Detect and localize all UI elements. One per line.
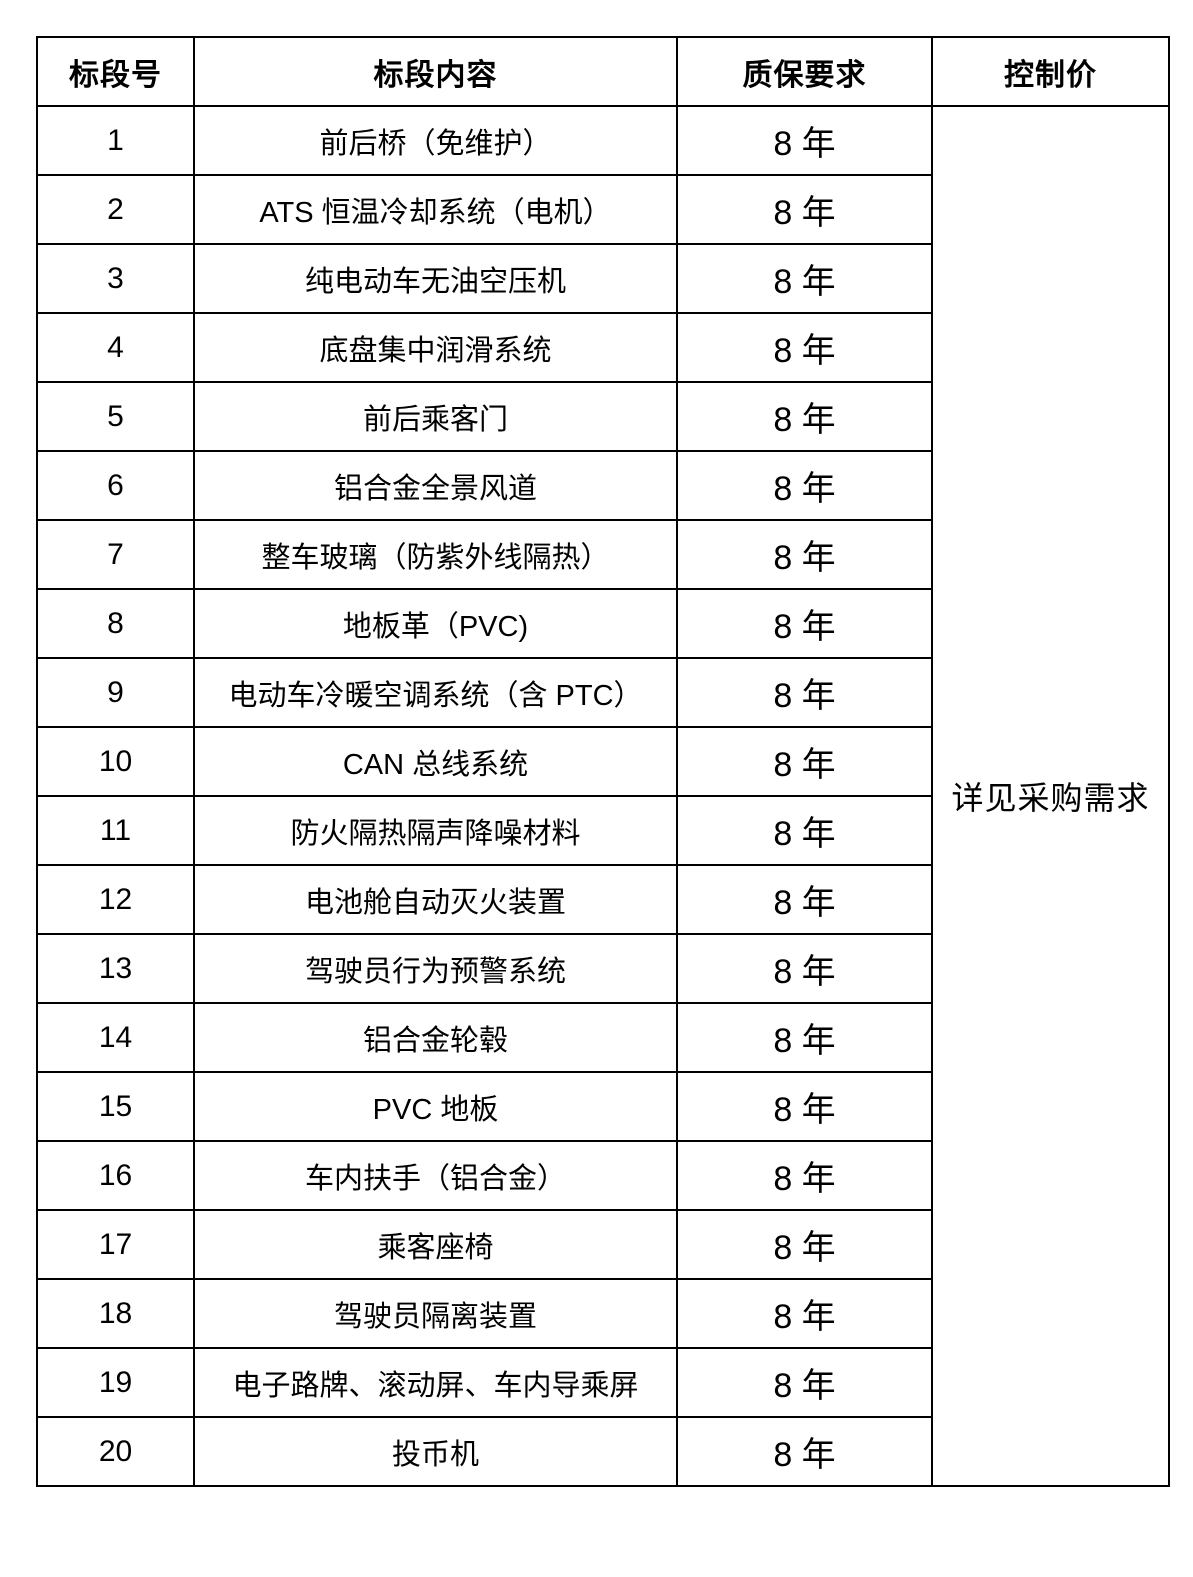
warranty-cell: 8 年 [676,243,933,314]
section-number-cell: 14 [36,1002,195,1073]
section-content-cell: 电子路牌、滚动屏、车内导乘屏 [193,1347,678,1418]
section-number-cell: 16 [36,1140,195,1211]
section-content-cell: 底盘集中润滑系统 [193,312,678,383]
header-row: 标段号 标段内容 质保要求 控制价 [36,36,1170,107]
section-number-cell: 13 [36,933,195,1004]
section-number-cell: 17 [36,1209,195,1280]
table-row: 7 整车玻璃（防紫外线隔热） 8 年 [36,519,1169,590]
section-number-cell: 20 [36,1416,195,1487]
section-content-cell: 车内扶手（铝合金） [193,1140,678,1211]
table-row: 3 纯电动车无油空压机 8 年 [36,243,1169,314]
table-row: 9 电动车冷暖空调系统（含 PTC） 8 年 [36,657,1169,728]
section-number-cell: 19 [36,1347,195,1418]
table-row: 17 乘客座椅 8 年 [36,1209,1169,1280]
section-content-cell: 投币机 [193,1416,678,1487]
warranty-cell: 8 年 [676,1209,933,1280]
table-row: 6 铝合金全景风道 8 年 [36,450,1169,521]
header-section-content: 标段内容 [193,36,678,107]
table-row: 18 驾驶员隔离装置 8 年 [36,1278,1169,1349]
section-content-cell: PVC 地板 [193,1071,678,1142]
section-number-cell: 11 [36,795,195,866]
section-content-cell: 电池舱自动灭火装置 [193,864,678,935]
section-content-cell: 整车玻璃（防紫外线隔热） [193,519,678,590]
header-section-number: 标段号 [36,36,195,107]
warranty-cell: 8 年 [676,105,933,176]
section-number-cell: 12 [36,864,195,935]
table-row: 15 PVC 地板 8 年 [36,1071,1169,1142]
section-content-cell: CAN 总线系统 [193,726,678,797]
section-content-cell: 前后乘客门 [193,381,678,452]
table-row: 13 驾驶员行为预警系统 8 年 [36,933,1169,1004]
control-price-merged-cell: 详见采购需求 [931,105,1170,1487]
warranty-cell: 8 年 [676,1278,933,1349]
table-row: 19 电子路牌、滚动屏、车内导乘屏 8 年 [36,1347,1169,1418]
section-number-cell: 4 [36,312,195,383]
table-row: 16 车内扶手（铝合金） 8 年 [36,1140,1169,1211]
bid-sections-table: 标段号 标段内容 质保要求 控制价 1 前后桥（免维护） 8 年详见采购需求 2 ATS… [36,36,1170,1487]
warranty-cell: 8 年 [676,519,933,590]
warranty-cell: 8 年 [676,1347,933,1418]
table-row: 14 铝合金轮毂 8 年 [36,1002,1169,1073]
warranty-cell: 8 年 [676,1071,933,1142]
warranty-cell: 8 年 [676,933,933,1004]
section-content-cell: 铝合金全景风道 [193,450,678,521]
section-content-cell: 地板革（PVC) [193,588,678,659]
section-content-cell: 驾驶员隔离装置 [193,1278,678,1349]
warranty-cell: 8 年 [676,588,933,659]
table-row: 8 地板革（PVC) 8 年 [36,588,1169,659]
section-number-cell: 2 [36,174,195,245]
section-number-cell: 8 [36,588,195,659]
warranty-cell: 8 年 [676,795,933,866]
warranty-cell: 8 年 [676,1140,933,1211]
warranty-cell: 8 年 [676,1416,933,1487]
section-content-cell: 防火隔热隔声降噪材料 [193,795,678,866]
section-content-cell: 驾驶员行为预警系统 [193,933,678,1004]
section-content-cell: ATS 恒温冷却系统（电机） [193,174,678,245]
warranty-cell: 8 年 [676,1002,933,1073]
warranty-cell: 8 年 [676,174,933,245]
section-number-cell: 3 [36,243,195,314]
section-number-cell: 15 [36,1071,195,1142]
section-number-cell: 1 [36,105,195,176]
section-content-cell: 纯电动车无油空压机 [193,243,678,314]
warranty-cell: 8 年 [676,450,933,521]
table-row: 10 CAN 总线系统 8 年 [36,726,1169,797]
section-number-cell: 7 [36,519,195,590]
section-number-cell: 10 [36,726,195,797]
section-number-cell: 18 [36,1278,195,1349]
section-content-cell: 电动车冷暖空调系统（含 PTC） [193,657,678,728]
warranty-cell: 8 年 [676,312,933,383]
header-control-price: 控制价 [931,36,1170,107]
warranty-cell: 8 年 [676,657,933,728]
section-content-cell: 铝合金轮毂 [193,1002,678,1073]
table-row: 2 ATS 恒温冷却系统（电机） 8 年 [36,174,1169,245]
table-row: 20 投币机 8 年 [36,1416,1169,1487]
section-content-cell: 前后桥（免维护） [193,105,678,176]
table-row: 1 前后桥（免维护） 8 年详见采购需求 [36,105,1170,1487]
section-content-cell: 乘客座椅 [193,1209,678,1280]
section-number-cell: 5 [36,381,195,452]
warranty-cell: 8 年 [676,726,933,797]
section-number-cell: 6 [36,450,195,521]
table-row: 4 底盘集中润滑系统 8 年 [36,312,1169,383]
table-row: 5 前后乘客门 8 年 [36,381,1169,452]
warranty-cell: 8 年 [676,864,933,935]
section-number-cell: 9 [36,657,195,728]
table-row: 12 电池舱自动灭火装置 8 年 [36,864,1169,935]
header-warranty-requirement: 质保要求 [676,36,933,107]
warranty-cell: 8 年 [676,381,933,452]
table-row: 11 防火隔热隔声降噪材料 8 年 [36,795,1169,866]
